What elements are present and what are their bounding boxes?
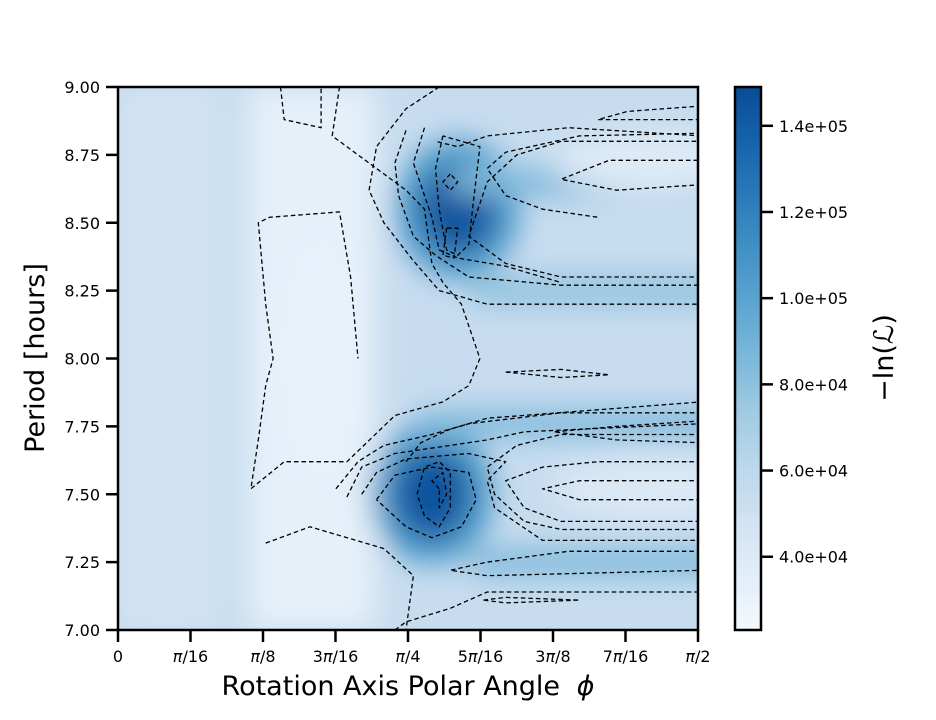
y-axis-ticks: 7.00 7.25 7.50 7.75 8.00 8.25 8.50 8.75 9.00 — [64, 78, 118, 640]
y-tick-label: 7.75 — [64, 417, 100, 436]
x-axis-label: Rotation Axis Polar Angle ϕ — [222, 671, 595, 702]
heatmap-trough-6 — [552, 133, 698, 194]
colorbar-gradient — [735, 87, 761, 630]
y-tick-label: 7.00 — [64, 621, 100, 640]
contour-lines — [250, 87, 698, 630]
x-tick-label: 7π/16 — [603, 647, 649, 666]
contour-line — [346, 423, 698, 498]
contour-line — [597, 105, 698, 121]
x-tick-label: 3π/8 — [535, 647, 570, 666]
colorbar-tick-label: 4.0e+04 — [779, 548, 848, 567]
y-tick-label: 8.75 — [64, 146, 100, 165]
x-tick-label: π/4 — [395, 647, 420, 666]
x-tick-label: π/8 — [250, 647, 275, 666]
heatmap-band-4 — [468, 548, 698, 577]
x-tick-label: 0 — [113, 647, 123, 666]
contour-line — [431, 471, 448, 509]
heatmap-band-5 — [468, 276, 698, 305]
contour-line — [368, 87, 698, 305]
colorbar-tick-label: 8.0e+04 — [779, 375, 848, 394]
y-tick-label: 7.25 — [64, 553, 100, 572]
colorbar-tick-label: 1.0e+05 — [779, 289, 848, 308]
colorbar-frame — [733, 85, 763, 632]
contour-line — [335, 412, 698, 490]
x-tick-label: π/2 — [685, 647, 710, 666]
y-tick-label: 8.50 — [64, 214, 100, 233]
contour-line — [541, 480, 698, 501]
heatmap-blobs — [118, 87, 698, 630]
y-tick-label: 8.00 — [64, 350, 100, 369]
colorbar-tick-label: 1.2e+05 — [779, 203, 848, 222]
heatmap-trough-7 — [552, 458, 698, 519]
contour-line — [505, 461, 698, 523]
heatmap-area — [118, 87, 698, 630]
contour-line — [468, 140, 698, 278]
contour-line — [250, 87, 481, 490]
x-axis-ticks: 0 π/16 π/8 3π/16 π/4 5π/16 3π/8 7π/16 π/2 — [113, 630, 711, 666]
contour-line — [361, 452, 698, 542]
heatmap-trough-8 — [281, 238, 362, 479]
contour-line — [279, 87, 322, 129]
contour-line — [394, 130, 698, 286]
y-tick-label: 7.50 — [64, 485, 100, 504]
x-tick-label: 5π/16 — [458, 647, 504, 666]
colorbar-ticks: 4.0e+04 6.0e+04 8.0e+04 1.0e+05 1.2e+05 1.4e+… — [761, 117, 848, 567]
colorbar-label: −ln(ℒ) — [869, 314, 900, 402]
x-axis-label-text: Rotation Axis Polar Angle — [222, 671, 561, 702]
y-tick-label: 9.00 — [64, 78, 100, 97]
contour-line — [394, 591, 698, 630]
contour-line — [486, 132, 698, 218]
y-axis-label: Period [hours] — [20, 263, 51, 453]
contour-line — [442, 227, 459, 259]
x-tick-label: π/16 — [173, 647, 208, 666]
colorbar-tick-label: 1.4e+05 — [779, 117, 848, 136]
colorbar: 4.0e+04 6.0e+04 8.0e+04 1.0e+05 1.2e+05 1.4e+… — [733, 85, 900, 632]
colorbar-tick-label: 6.0e+04 — [779, 462, 848, 481]
heatmap-band-3 — [413, 409, 698, 438]
contour-line — [265, 526, 415, 630]
contour-line — [434, 135, 481, 256]
x-axis-label-symbol: ϕ — [577, 671, 595, 702]
x-tick-label: 3π/16 — [313, 647, 359, 666]
heatmap-region-left — [118, 87, 222, 630]
contour-line — [412, 127, 562, 284]
contour-line — [416, 461, 451, 528]
contour-line — [553, 420, 698, 444]
y-tick-label: 8.25 — [64, 282, 100, 301]
contour-line — [449, 550, 698, 577]
contour-line — [560, 159, 698, 191]
contour-line — [486, 433, 698, 531]
